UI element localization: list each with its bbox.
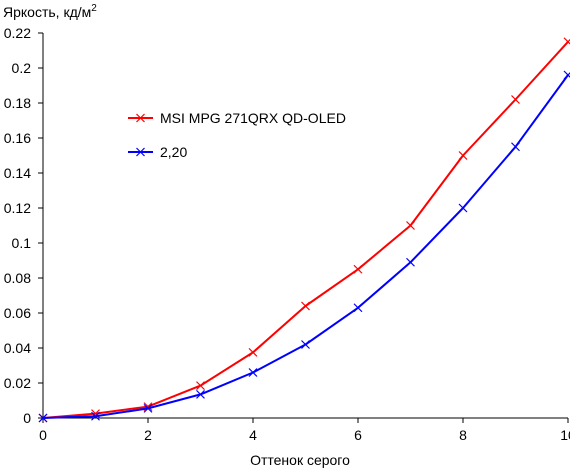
series-line-0	[42, 41, 569, 419]
data-point	[563, 37, 570, 47]
data-point	[91, 411, 100, 421]
data-point	[563, 70, 570, 80]
y-tick-label: 0	[23, 410, 31, 426]
data-point	[196, 389, 205, 399]
y-tick-label: 0.02	[4, 375, 31, 391]
legend-label: MSI MPG 271QRX QD-OLED	[160, 110, 346, 126]
y-axis-title-superscript: 2	[91, 3, 97, 14]
y-tick-label: 0.04	[4, 340, 31, 356]
legend-marker	[136, 113, 145, 123]
series-lines	[38, 37, 570, 423]
data-point	[248, 347, 258, 357]
y-tick-label: 0.06	[4, 305, 31, 321]
data-point	[406, 257, 415, 267]
legend-entry-1: 2,20	[128, 144, 187, 160]
y-tick-label: 0.12	[4, 200, 31, 216]
data-point	[511, 142, 520, 152]
y-tick-label: 0.08	[4, 270, 31, 286]
data-point	[353, 303, 363, 313]
y-tick-label: 0.1	[12, 235, 32, 251]
x-tick-label: 8	[459, 427, 467, 443]
data-point	[196, 381, 205, 391]
data-point	[458, 151, 468, 160]
x-tick-label: 10	[560, 427, 570, 443]
data-point	[38, 413, 48, 423]
y-tick-label: 0.18	[4, 95, 31, 111]
y-axis-title: Яркость, кд/м2	[3, 3, 97, 20]
x-tick-label: 4	[249, 427, 257, 443]
y-tick-label: 0.2	[12, 60, 32, 76]
x-tick-label: 2	[144, 427, 152, 443]
plot-axes	[42, 33, 568, 419]
axis-ticks: 0 0.02 0.04 0.06 0.08 0.1 0.12 0.14 0.16 0.18 0.2 0…	[4, 25, 570, 443]
data-point	[406, 221, 415, 230]
data-point	[143, 403, 153, 413]
legend: MSI MPG 271QRX QD-OLED 2,20	[128, 110, 346, 160]
data-point	[301, 301, 310, 311]
y-axis-title-text: Яркость, кд/м	[3, 4, 91, 20]
legend-entry-0: MSI MPG 271QRX QD-OLED	[128, 110, 346, 126]
y-tick-label: 0.14	[4, 165, 31, 181]
data-point	[511, 95, 520, 104]
legend-marker	[136, 147, 145, 157]
data-point	[248, 368, 258, 377]
data-point	[458, 203, 468, 213]
data-point	[353, 264, 363, 274]
y-tick-label: 0.22	[4, 25, 31, 41]
x-tick-label: 0	[39, 427, 47, 443]
x-tick-label: 6	[354, 427, 362, 443]
legend-label: 2,20	[160, 144, 187, 160]
data-point	[301, 340, 310, 349]
x-axis-title: Оттенок серого	[250, 452, 350, 468]
y-tick-label: 0.16	[4, 130, 31, 146]
